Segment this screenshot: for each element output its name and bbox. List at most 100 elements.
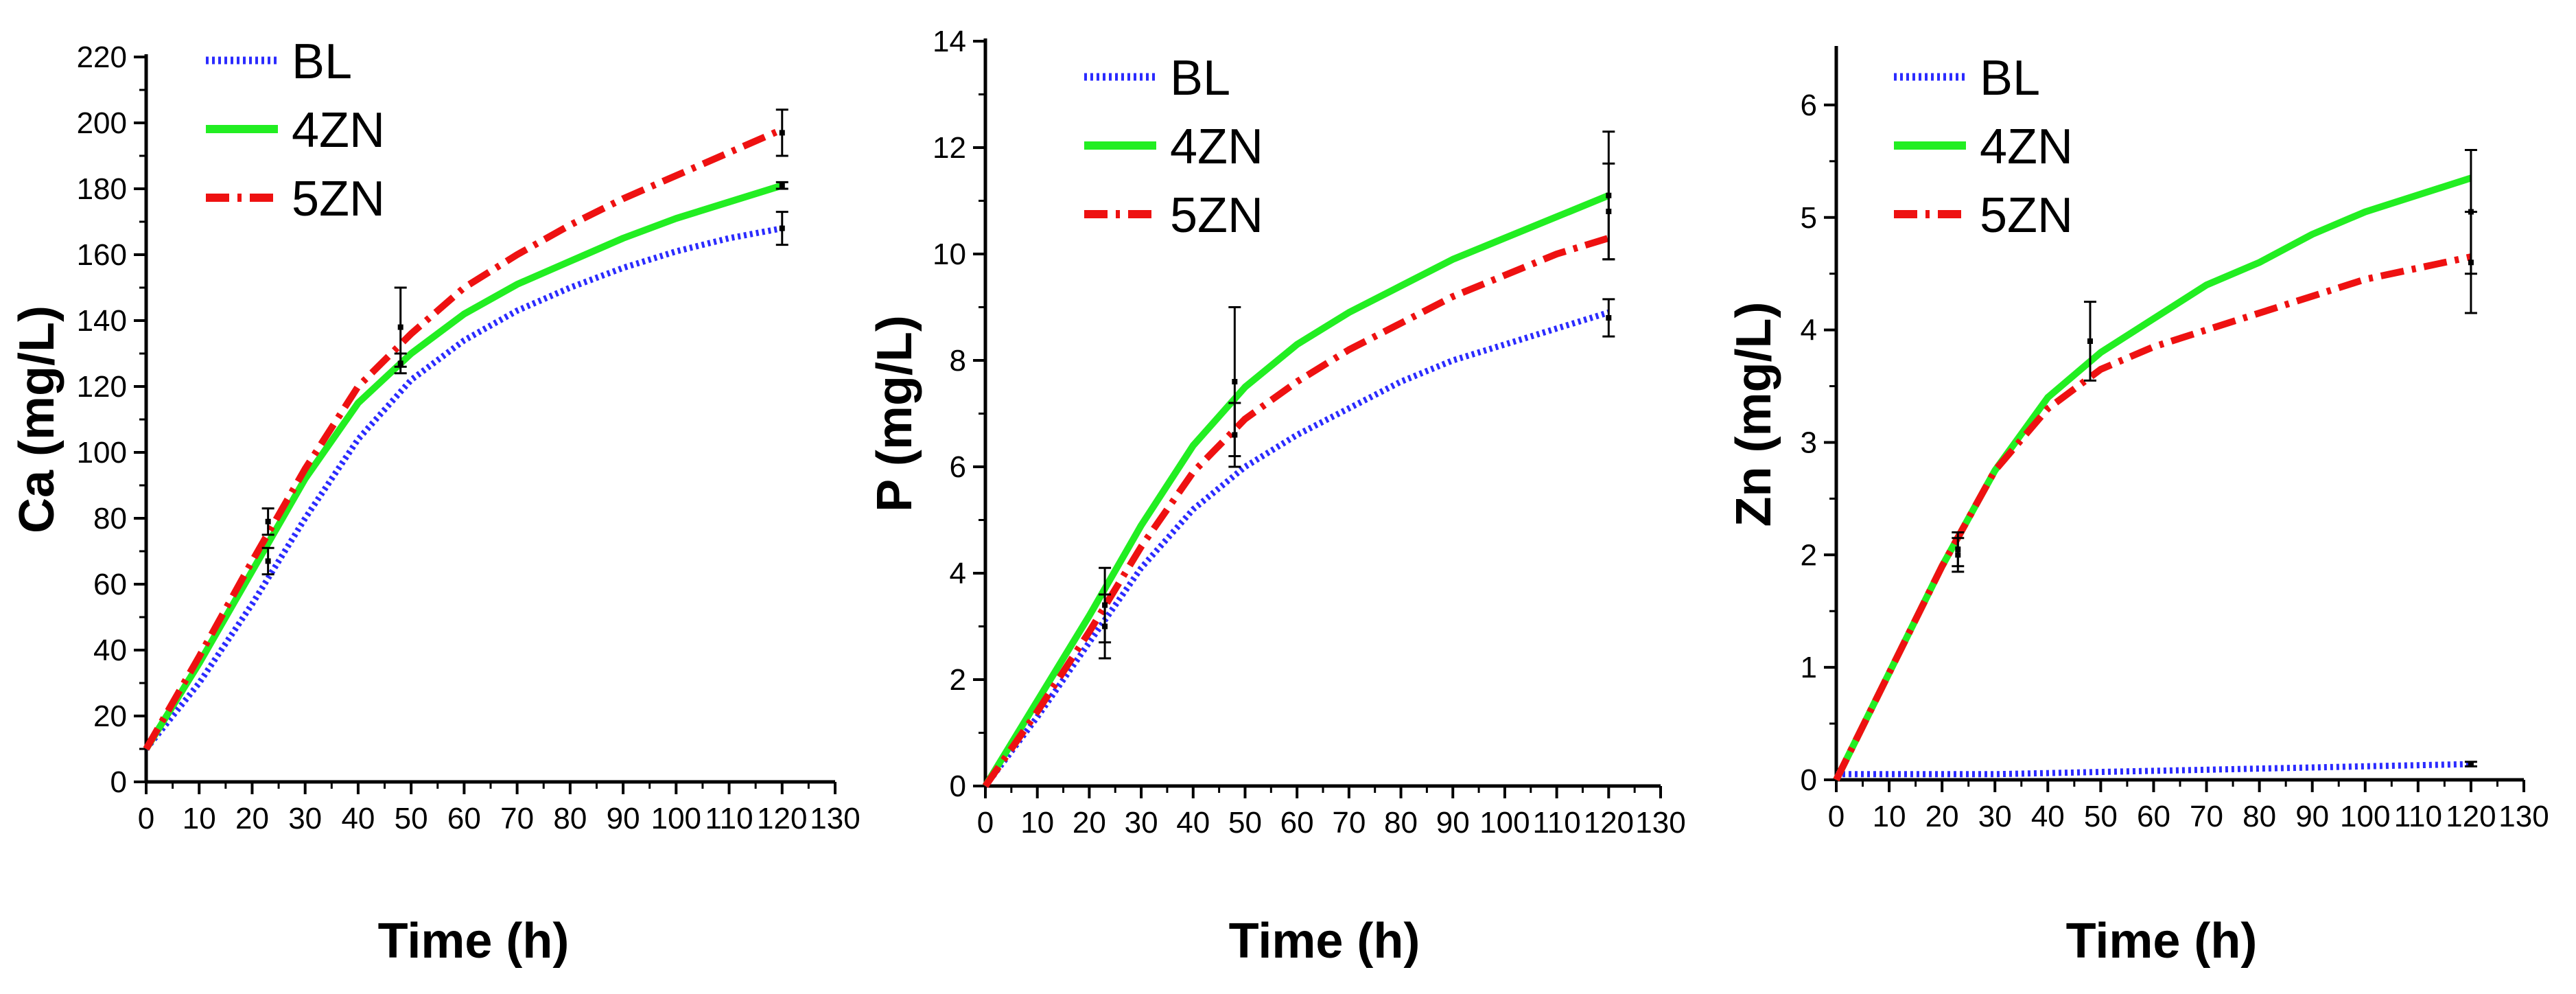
error-bar	[261, 546, 274, 576]
x-tick-label: 50	[1228, 806, 1262, 840]
series-line-bl	[143, 225, 783, 751]
x-tick-label: 10	[1873, 800, 1906, 833]
x-tick-label: 60	[2137, 800, 2170, 833]
chart-panel-1: 0 10 20 30 40 50 60 70 80 90 100 110 120 130020406080…	[10, 34, 860, 969]
x-tick-label: 10	[1020, 806, 1054, 840]
y-axis-title: P (mg/L)	[867, 315, 922, 512]
y-tick-label: 4	[1801, 314, 1817, 347]
error-bar	[394, 286, 407, 368]
legend-label-4zn: 4ZN	[292, 103, 385, 158]
error-bar	[775, 181, 788, 190]
x-tick-label: 130	[810, 802, 860, 835]
y-tick-label: 180	[77, 172, 127, 206]
y-tick-label: 2	[1801, 538, 1817, 572]
error-bar	[1602, 298, 1615, 338]
error-bar	[1602, 130, 1615, 261]
y-tick-label: 60	[93, 568, 127, 601]
legend-label-bl: BL	[1980, 51, 2040, 106]
x-tick-label: 130	[1635, 806, 1685, 840]
x-tick-label: 110	[1533, 806, 1581, 840]
x-tick-label: 80	[2243, 800, 2276, 833]
series-line-5zn	[1833, 253, 2472, 782]
x-tick-label: 40	[1176, 806, 1210, 840]
x-tick-label: 120	[757, 802, 807, 835]
x-tick-label: 20	[1925, 800, 1959, 833]
error-bar	[775, 211, 788, 246]
x-tick-label: 30	[288, 802, 322, 835]
y-axis-title: Ca (mg/L)	[10, 305, 65, 533]
y-tick-label: 20	[93, 700, 127, 733]
legend-label-bl: BL	[292, 34, 352, 89]
error-bar	[1228, 306, 1241, 457]
y-tick-label: 6	[1801, 89, 1817, 122]
y-tick-label: 2	[950, 663, 966, 697]
y-tick-label: 0	[950, 770, 966, 803]
x-tick-label: 100	[1479, 806, 1530, 840]
x-tick-label: 80	[553, 802, 587, 835]
series-line-5zn	[143, 126, 784, 751]
y-tick-label: 40	[93, 634, 127, 667]
legend: BL 4ZN 5ZN	[1894, 51, 2073, 243]
series-line-5zn	[982, 235, 1610, 788]
legend-label-4zn: 4ZN	[1170, 119, 1263, 174]
x-tick-label: 70	[2190, 800, 2223, 833]
x-tick-label: 0	[138, 802, 154, 835]
y-tick-label: 160	[77, 238, 127, 272]
x-tick-label: 120	[1584, 806, 1634, 840]
x-tick-label: 0	[1828, 800, 1845, 833]
x-tick-label: 10	[183, 802, 216, 835]
legend-label-5zn: 5ZN	[1170, 188, 1263, 243]
x-tick-label: 70	[1332, 806, 1366, 840]
x-tick-label: 70	[500, 802, 534, 835]
legend: BL 4ZN 5ZN	[206, 34, 385, 227]
legend-label-4zn: 4ZN	[1980, 119, 2073, 174]
y-tick-label: 0	[110, 765, 127, 799]
x-tick-label: 90	[1436, 806, 1470, 840]
y-tick-label: 1	[1801, 651, 1817, 684]
series-line-bl	[1836, 761, 2471, 778]
x-tick-label: 60	[447, 802, 481, 835]
x-tick-label: 60	[1280, 806, 1314, 840]
x-tick-label: 110	[2394, 800, 2442, 833]
x-tick-label: 50	[395, 802, 428, 835]
y-tick-label: 8	[950, 344, 966, 378]
x-tick-label: 130	[2498, 800, 2549, 833]
x-tick-label: 30	[1125, 806, 1158, 840]
error-bar	[2083, 301, 2096, 382]
x-axis-title: Time (h)	[378, 914, 570, 969]
x-tick-label: 100	[2340, 800, 2390, 833]
y-tick-label: 12	[933, 131, 966, 165]
x-tick-label: 0	[977, 806, 994, 840]
x-tick-label: 20	[1073, 806, 1106, 840]
x-tick-label: 120	[2446, 800, 2496, 833]
series-line-4zn	[1833, 174, 2472, 782]
x-tick-label: 90	[607, 802, 640, 835]
y-tick-label: 80	[93, 502, 127, 535]
x-tick-label: 40	[2031, 800, 2065, 833]
error-bar	[261, 507, 274, 536]
chart-panel-2: 0 10 20 30 40 50 60 70 80 90 100 110 120 130 0 2 4 6 8 10 12…	[867, 25, 1686, 969]
x-tick-label: 100	[651, 802, 701, 835]
x-tick-label: 50	[2084, 800, 2118, 833]
y-tick-label: 14	[933, 25, 966, 58]
y-tick-label: 120	[77, 370, 127, 404]
y-tick-label: 5	[1801, 201, 1817, 235]
x-tick-label: 40	[341, 802, 375, 835]
legend-label-bl: BL	[1170, 51, 1230, 106]
series-line-4zn	[143, 182, 784, 751]
y-tick-label: 200	[77, 106, 127, 140]
y-tick-label: 140	[77, 304, 127, 338]
error-bar	[775, 108, 788, 157]
x-axis-title: Time (h)	[2066, 914, 2258, 969]
y-axis-title: Zn (mg/L)	[1726, 302, 1781, 527]
legend: BL 4ZN 5ZN	[1084, 51, 1263, 243]
y-tick-label: 220	[77, 41, 127, 74]
x-axis-title: Time (h)	[1229, 914, 1420, 969]
legend-label-5zn: 5ZN	[1980, 188, 2073, 243]
chart-panel-3: 0 10 20 30 40 50 60 70 80 90 100 110 120 130 0 1 2 3 4 5 6 BL…	[1726, 46, 2549, 969]
y-tick-label: 3	[1801, 426, 1817, 459]
series-line-4zn	[982, 192, 1611, 788]
series-line-bl	[983, 309, 1610, 788]
error-bar	[2464, 761, 2477, 767]
